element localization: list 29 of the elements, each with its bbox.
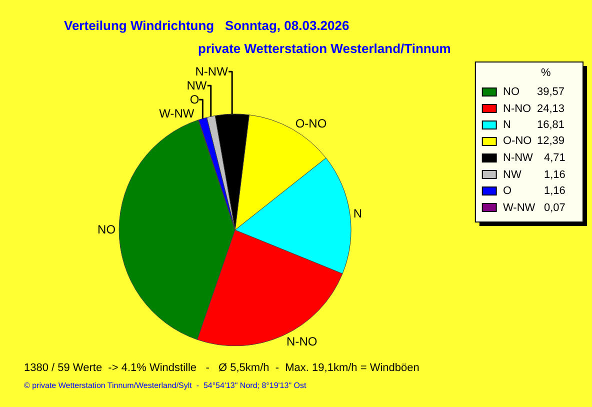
legend-label: O-NO xyxy=(503,135,532,147)
data-label: 24,13 xyxy=(537,103,565,115)
legend-label: N xyxy=(503,119,511,131)
data-label: 1,16 xyxy=(544,185,566,197)
data-label: 16,81 xyxy=(537,119,565,131)
data-label: 12,39 xyxy=(537,135,565,147)
category-label: W-NW xyxy=(159,106,194,121)
legend-label: N-NO xyxy=(503,103,532,115)
legend-title: % xyxy=(541,67,551,79)
data-label: 4,71 xyxy=(544,152,566,164)
legend-label: O xyxy=(503,185,512,197)
slice-label: NO xyxy=(98,222,116,236)
chart-title: Verteilung Windrichtung Sonntag, 08.03.2026 xyxy=(64,18,350,33)
legend-label: NW xyxy=(503,169,522,181)
data-label: 0,07 xyxy=(544,202,566,214)
slice-label: N-NO xyxy=(286,334,318,348)
slice-label: O xyxy=(190,92,200,107)
slice-label: NW xyxy=(186,78,208,93)
slice-label: N-NW xyxy=(195,64,229,79)
slice-label: O-NO xyxy=(295,116,327,130)
chart-subtitle: private Wetterstation Westerland/Tinnum xyxy=(198,41,451,56)
legend-label: W-NW xyxy=(503,202,536,214)
text: 1380 / 59 Werte -> 4.1% Windstille - Ø 5,5km/h - Max. 19,1km/h = Windböen xyxy=(24,362,420,374)
slice-label: N xyxy=(353,206,362,220)
legend-label: NO xyxy=(503,86,520,98)
text: © private Wetterstation Tinnum/Westerland/Sylt - 54°54'13" Nord; 8°19'13" Ost xyxy=(24,381,307,390)
legend-label: N-NW xyxy=(503,152,534,164)
data-label: 1,16 xyxy=(544,169,566,181)
data-label: 39,57 xyxy=(537,86,565,98)
